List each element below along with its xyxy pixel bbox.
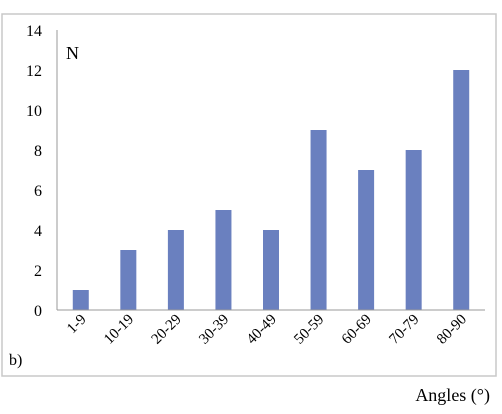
bar-20-29 [167,230,184,310]
y-tick-label: 12 [26,63,42,80]
bars-group [72,70,470,310]
y-axis-tick-labels: 0 2 4 6 8 10 12 14 [26,23,42,320]
bar-70-79 [405,150,422,310]
bar-40-49 [263,230,279,310]
y-tick-label: 10 [26,103,42,120]
bar-1-9 [72,290,89,310]
bar-50-59 [310,130,327,310]
bar-30-39 [215,210,232,310]
y-tick-label: 14 [26,23,42,40]
panel-label: b) [9,352,23,369]
y-tick-label: 0 [34,303,42,320]
bar-10-19 [120,250,137,310]
y-tick-label: 2 [34,263,42,280]
y-tick-label: 6 [34,183,42,200]
y-tick-label: 4 [34,223,42,240]
y-tick-label: 8 [34,143,42,160]
y-axis-title: N [66,43,79,63]
bar-60-69 [358,170,375,310]
x-axis-title: Angles (°) [415,385,490,405]
bar-80-90 [453,70,470,310]
